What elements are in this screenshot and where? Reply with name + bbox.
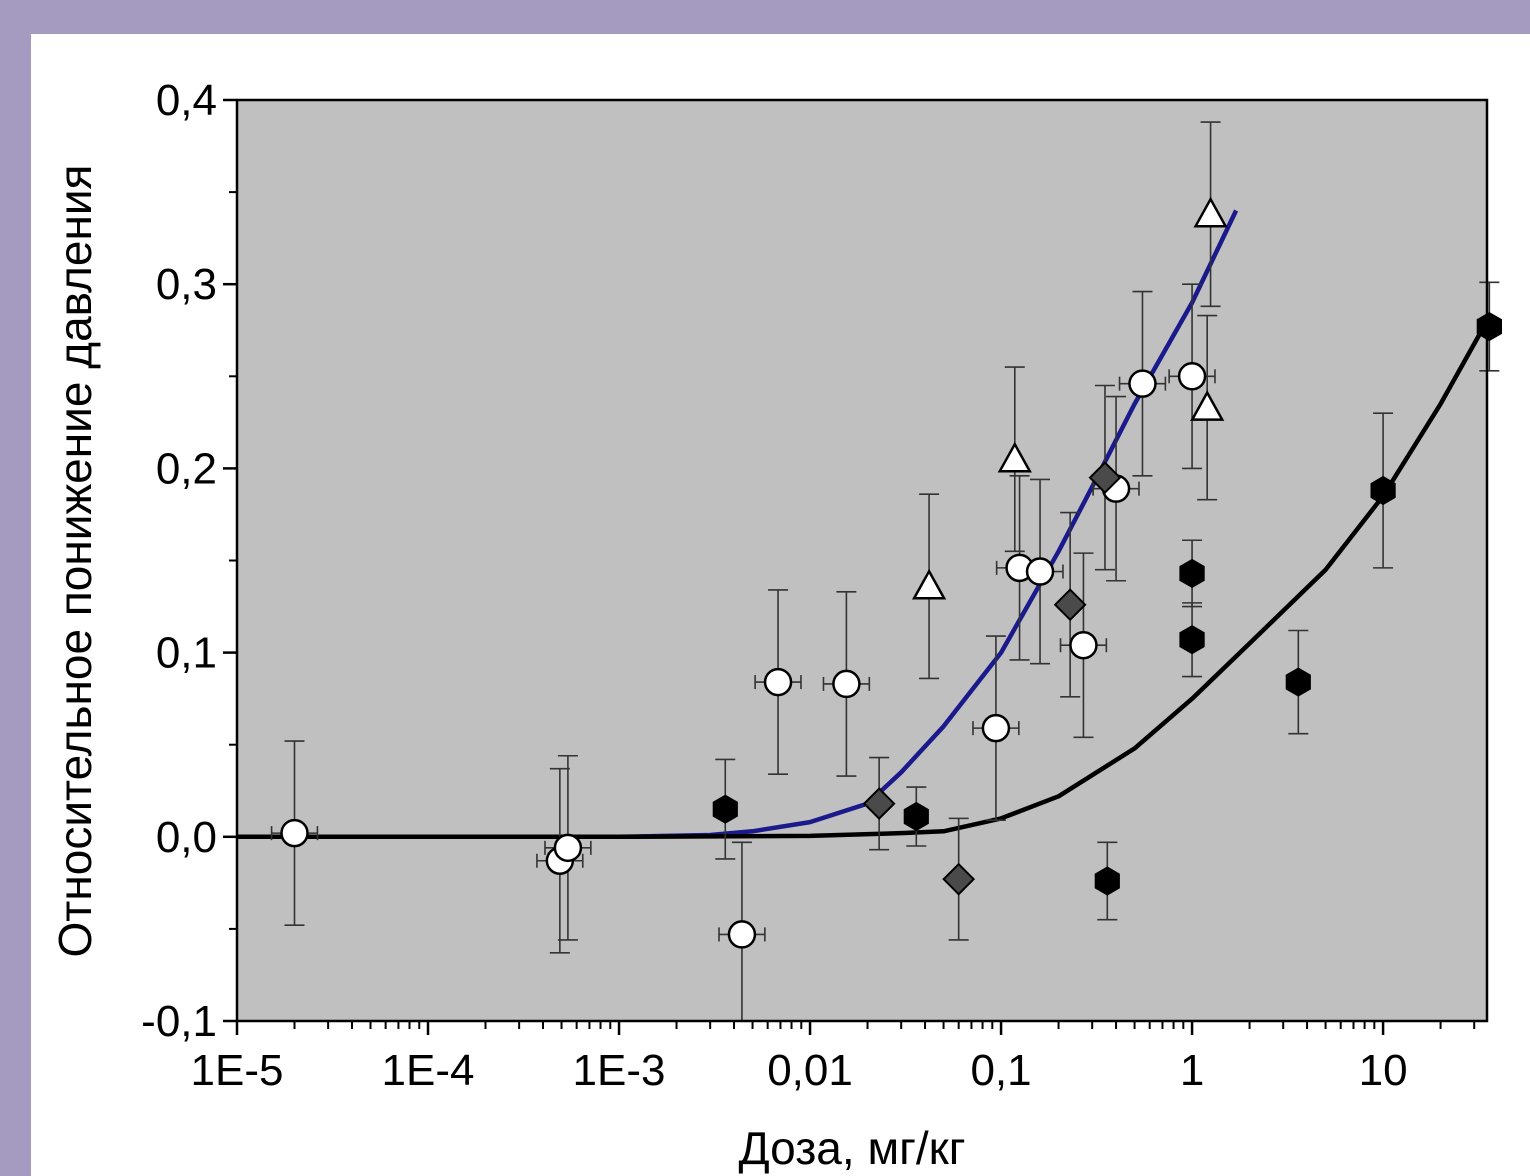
marker-circle xyxy=(832,669,861,699)
marker-diamond xyxy=(1088,461,1122,495)
chart-panel: -0,1 0,0 0,1 0,2 0,3 0,4 1E-5 1E-4 1E-3 0,01 0,1 1 1… xyxy=(31,34,1530,1176)
x-tick-label: 1E-3 xyxy=(573,1046,666,1095)
marker-circle xyxy=(1069,630,1098,660)
marker-hexagon xyxy=(1370,475,1396,506)
marker-diamond xyxy=(942,862,976,896)
marker-circle xyxy=(1177,362,1207,391)
plot-frame xyxy=(235,98,1489,1023)
marker-triangle xyxy=(997,441,1032,473)
y-tick-label: 0,3 xyxy=(156,260,217,309)
y-tick-label: 0,1 xyxy=(156,629,217,678)
marker-hexagon xyxy=(1179,625,1205,655)
y-tick-label: 0,2 xyxy=(156,444,217,493)
marker-diamond xyxy=(1053,588,1087,622)
y-tick-label: 0,0 xyxy=(156,813,217,862)
x-tick-label: 0,01 xyxy=(767,1046,853,1095)
fit-curves xyxy=(237,209,1489,840)
y-tick-label: 0,4 xyxy=(156,76,217,125)
marker-hexagon xyxy=(1094,866,1120,896)
marker-circle xyxy=(981,713,1011,743)
marker-hexagon xyxy=(1476,312,1502,342)
marker-hexagon xyxy=(903,801,929,832)
x-tick-label: 1E-4 xyxy=(382,1046,475,1095)
marker-circle xyxy=(1025,557,1055,586)
marker-hexagon xyxy=(712,794,738,824)
marker-triangle xyxy=(1190,390,1225,421)
marker-hexagon xyxy=(1179,558,1205,588)
marker-circle xyxy=(553,833,583,863)
x-axis-label: Доза, мг/кг xyxy=(738,1122,965,1174)
y-axis-label: Относительное понижение давления xyxy=(49,165,101,958)
y-tick-label: -0,1 xyxy=(141,997,217,1046)
dose-response-chart: -0,1 0,0 0,1 0,2 0,3 0,4 1E-5 1E-4 1E-3 0,01 0,1 1 1… xyxy=(49,76,1502,1174)
axis-ticks xyxy=(223,98,1476,1035)
marker-triangle xyxy=(911,568,947,600)
marker-hexagon xyxy=(1285,667,1311,697)
x-tick-label: 10 xyxy=(1359,1046,1408,1095)
marker-circle xyxy=(763,667,793,697)
fit-curve-black xyxy=(237,319,1489,840)
marker-circle xyxy=(1128,369,1157,398)
marker-diamond xyxy=(862,787,896,821)
tick-labels: -0,1 0,0 0,1 0,2 0,3 0,4 1E-5 1E-4 1E-3 0,01 0,1 1 1… xyxy=(141,76,1407,1095)
x-tick-label: 0,1 xyxy=(970,1046,1031,1095)
data-points xyxy=(280,196,1502,949)
marker-circle xyxy=(280,818,309,848)
marker-circle xyxy=(727,920,757,949)
x-tick-label: 1 xyxy=(1180,1046,1204,1095)
plot-area xyxy=(237,100,1487,1021)
x-tick-label: 1E-5 xyxy=(191,1046,284,1095)
marker-triangle xyxy=(1193,196,1228,228)
